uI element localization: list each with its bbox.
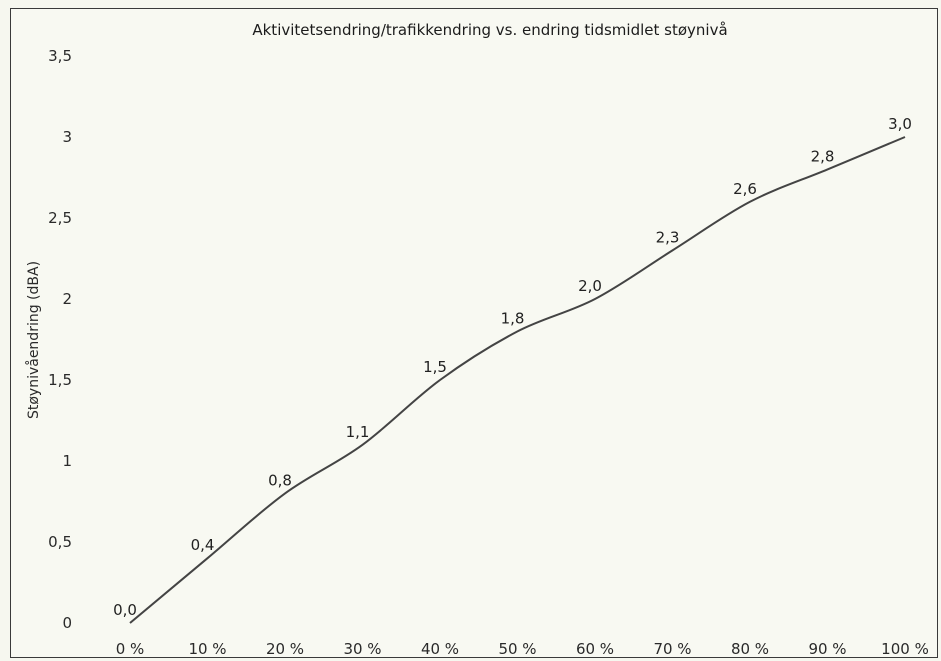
data-label: 2,6	[733, 180, 757, 198]
x-tick-label: 30 %	[343, 640, 381, 658]
y-tick-label: 2	[62, 290, 72, 308]
series-line	[129, 136, 906, 624]
x-tick-label: 40 %	[421, 640, 459, 658]
x-tick-label: 60 %	[576, 640, 614, 658]
data-label: 1,1	[346, 423, 370, 441]
x-tick-label: 50 %	[498, 640, 536, 658]
data-label: 0,8	[268, 471, 292, 489]
y-tick-label: 0	[62, 614, 72, 632]
y-tick-label: 3	[62, 128, 72, 146]
data-label: 1,5	[423, 358, 447, 376]
data-label: 0,4	[191, 536, 215, 554]
y-tick-label: 2,5	[48, 209, 72, 227]
data-label: 2,3	[656, 228, 680, 246]
x-tick-label: 0 %	[116, 640, 145, 658]
data-label: 2,8	[811, 147, 835, 165]
y-tick-label: 1	[62, 452, 72, 470]
x-tick-label: 100 %	[881, 640, 929, 658]
x-tick-label: 10 %	[188, 640, 226, 658]
y-tick-label: 0,5	[48, 533, 72, 551]
x-tick-label: 80 %	[731, 640, 769, 658]
data-labels: 0,0 0,4 0,8 1,1 1,5 1,8 2,0 2,3 2,6 2,8 3,0	[113, 115, 912, 619]
chart-frame	[10, 8, 938, 658]
y-axis-ticks: 0 0,5 1 1,5 2 2,5 3 3,5	[48, 47, 72, 632]
x-tick-label: 20 %	[266, 640, 304, 658]
data-label: 0,0	[113, 601, 137, 619]
y-tick-label: 3,5	[48, 47, 72, 65]
x-tick-label: 70 %	[653, 640, 691, 658]
data-label: 1,8	[501, 309, 525, 327]
x-axis-ticks: 0 % 10 % 20 % 30 % 40 % 50 % 60 % 70 % 80 % 90 % 1…	[116, 640, 929, 658]
x-tick-label: 90 %	[808, 640, 846, 658]
y-axis-label: Støynivåendring (dBA)	[25, 261, 42, 419]
data-label: 3,0	[888, 115, 912, 133]
y-tick-label: 1,5	[48, 371, 72, 389]
chart-title: Aktivitetsendring/trafikkendring vs. end…	[252, 21, 727, 39]
data-label: 2,0	[578, 277, 602, 295]
